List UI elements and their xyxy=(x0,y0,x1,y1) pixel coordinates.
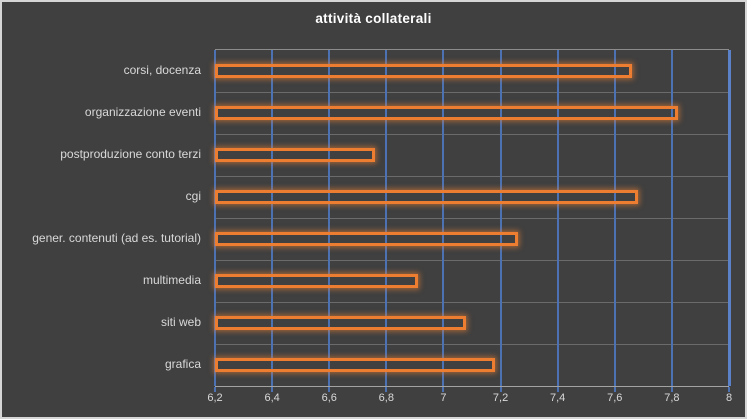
x-tick-label: 8 xyxy=(725,392,733,404)
axis-tick xyxy=(499,387,502,392)
axis-tick xyxy=(670,387,673,392)
bar-series xyxy=(215,50,729,386)
bar[interactable] xyxy=(215,190,638,204)
axis-tick xyxy=(328,387,331,392)
row-separator xyxy=(215,302,729,303)
gridline xyxy=(328,50,331,386)
bar[interactable] xyxy=(215,274,418,288)
gridline xyxy=(556,50,559,386)
x-tick-label: 7,2 xyxy=(492,392,509,404)
bar-row xyxy=(215,134,729,176)
bar[interactable] xyxy=(215,106,678,120)
axis-tick xyxy=(613,387,616,392)
category-label: organizzazione eventi xyxy=(84,105,201,119)
gridline xyxy=(271,50,274,386)
axis-tick xyxy=(271,387,274,392)
gridline xyxy=(613,50,616,386)
x-tick-label: 7 xyxy=(440,392,447,404)
category-label: corsi, docenza xyxy=(123,63,201,77)
bar-row xyxy=(215,218,729,260)
gridline xyxy=(385,50,388,386)
gridline xyxy=(670,50,673,386)
x-tick-label: 6,2 xyxy=(207,392,223,404)
x-tick-label: 6,8 xyxy=(378,392,394,404)
gridline xyxy=(728,50,731,386)
axis-tick xyxy=(728,387,730,392)
bar-row xyxy=(215,176,729,218)
row-separator xyxy=(215,134,729,135)
row-separator xyxy=(215,176,729,177)
x-tick-label: 7,4 xyxy=(550,392,566,404)
bar-row xyxy=(215,260,729,302)
gridline xyxy=(499,50,502,386)
axis-tick xyxy=(556,387,559,392)
bar[interactable] xyxy=(215,148,375,162)
category-axis: corsi, docenza organizzazione eventi postp… xyxy=(2,49,205,385)
bar[interactable] xyxy=(215,64,632,78)
row-separator xyxy=(215,260,729,261)
category-label: cgi xyxy=(185,189,201,203)
bar[interactable] xyxy=(215,316,467,330)
x-tick-label: 7,6 xyxy=(607,392,623,404)
row-separator xyxy=(215,344,729,345)
bar[interactable] xyxy=(215,232,518,246)
category-label: grafica xyxy=(164,357,201,371)
category-label: multimedia xyxy=(142,273,201,287)
gridline xyxy=(442,50,445,386)
axis-tick xyxy=(214,387,216,392)
category-label: siti web xyxy=(160,315,201,329)
axis-tick xyxy=(385,387,388,392)
row-separator xyxy=(215,92,729,93)
chart-title: attività collaterali xyxy=(315,11,432,26)
category-label: postproduzione conto terzi xyxy=(60,147,201,161)
x-tick-label: 6,4 xyxy=(264,392,280,404)
plot-area xyxy=(214,49,731,392)
category-label: gener. contenuti (ad es. tutorial) xyxy=(32,231,201,245)
value-axis: 6,2 6,4 6,6 6,8 7 7,2 7,4 7,6 7,8 8 xyxy=(207,392,733,408)
gridline xyxy=(214,50,216,386)
bar-row xyxy=(215,92,729,134)
bar-row xyxy=(215,50,729,92)
axis-tick xyxy=(442,387,445,392)
x-tick-label: 7,8 xyxy=(664,392,680,404)
bar-row xyxy=(215,344,729,386)
x-tick-label: 6,6 xyxy=(321,392,337,404)
row-separator xyxy=(215,218,729,219)
bar[interactable] xyxy=(215,358,495,372)
bar-row xyxy=(215,302,729,344)
